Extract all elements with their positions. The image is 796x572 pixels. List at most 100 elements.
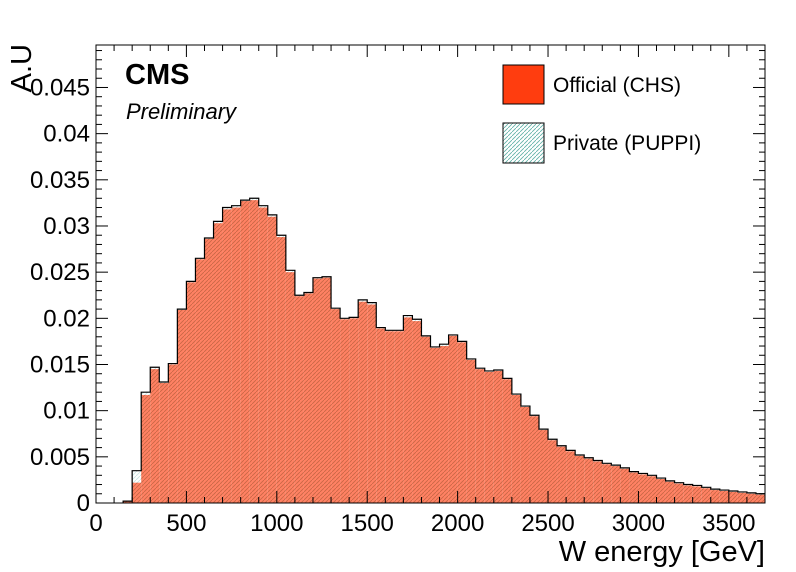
private-bar — [692, 485, 702, 503]
private-bar — [132, 470, 142, 503]
x-tick-label: 1000 — [250, 510, 303, 537]
private-bar — [665, 480, 675, 503]
x-tick-label: 3000 — [612, 510, 665, 537]
private-bar — [484, 370, 494, 503]
private-bar — [602, 463, 612, 503]
private-bar — [593, 460, 603, 503]
private-bar — [285, 270, 295, 503]
private-bar — [150, 367, 160, 503]
private-bar — [448, 334, 458, 503]
private-bar — [331, 308, 341, 503]
y-tick-label: 0.04 — [43, 121, 90, 148]
legend-swatch-private — [502, 122, 545, 164]
private-bar — [294, 295, 304, 503]
axes — [95, 44, 766, 504]
tick-labels: 0 500 1000 1500 2000 2500 3000 3500 0 0.005 0.01 0.… — [30, 74, 756, 537]
private-bar — [466, 358, 476, 503]
private-bar — [511, 394, 521, 503]
x-axis-title: W energy [GeV] — [559, 536, 765, 568]
private-bar — [493, 370, 503, 503]
private-bar — [638, 473, 648, 503]
y-tick-label: 0.02 — [43, 305, 90, 332]
y-axis-title: A.U — [6, 44, 38, 92]
private-bar — [520, 406, 530, 503]
x-tick-label: 3500 — [702, 510, 755, 537]
private-bar — [159, 382, 169, 503]
private-bar — [548, 439, 558, 503]
private-bar — [123, 501, 133, 503]
private-bar — [312, 277, 323, 503]
y-tick-label: 0.045 — [30, 74, 90, 101]
experiment-label: CMS — [125, 59, 189, 91]
private-bar — [349, 317, 359, 503]
private-bar — [177, 309, 187, 503]
private-bar — [566, 450, 576, 503]
private-bar — [430, 346, 440, 503]
private-bar — [213, 221, 223, 503]
private-bar — [249, 198, 259, 503]
private-bar — [674, 482, 684, 503]
private-bar — [746, 492, 756, 503]
legend-label-official: Official (CHS) — [553, 74, 681, 97]
private-bar — [728, 490, 738, 503]
private-bar — [385, 330, 395, 503]
private-bar — [529, 415, 539, 503]
private-bar — [186, 281, 196, 503]
private-bar — [421, 335, 431, 503]
private-bar — [222, 207, 232, 504]
y-tick-label: 0.005 — [30, 444, 90, 471]
private-bar — [358, 299, 368, 503]
y-tick-label: 0.025 — [30, 259, 90, 286]
private-bar — [656, 478, 666, 503]
private-bar — [276, 235, 286, 503]
y-tick-label: 0.015 — [30, 351, 90, 378]
private-bar — [267, 214, 277, 503]
private-bar — [439, 344, 449, 503]
x-tick-label: 0 — [89, 510, 102, 537]
private-bar — [611, 465, 621, 503]
private-bar — [141, 392, 151, 503]
private-bar — [258, 205, 268, 503]
private-bar — [340, 318, 350, 503]
private-bar — [710, 489, 720, 503]
private-bar — [755, 493, 765, 503]
private-outline — [122, 197, 765, 503]
y-tick-label: 0.035 — [30, 167, 90, 194]
private-bar — [502, 378, 512, 503]
private-bar — [204, 237, 214, 503]
private-bar — [584, 457, 594, 503]
private-bar — [629, 471, 639, 503]
legend-label-private: Private (PUPPI) — [553, 132, 701, 155]
private-bar — [367, 302, 377, 503]
status-label: Preliminary — [126, 99, 238, 124]
private-bar — [403, 315, 413, 503]
y-tick-label: 0 — [77, 490, 90, 517]
x-tick-label: 2500 — [521, 510, 574, 537]
private-bar — [538, 429, 549, 503]
private-bar — [231, 205, 241, 503]
private-bar — [701, 487, 711, 503]
private-bar — [303, 292, 313, 503]
private-bar — [683, 484, 693, 503]
private-bar — [457, 341, 467, 503]
private-bar — [322, 276, 332, 503]
plot-frame — [95, 44, 766, 504]
x-tick-label: 2000 — [431, 510, 484, 537]
private-bar — [575, 454, 585, 503]
private-bar — [719, 490, 729, 503]
y-tick-label: 0.01 — [43, 398, 90, 425]
legend: Official (CHS) Private (PUPPI) — [502, 64, 701, 164]
private-bar — [240, 200, 250, 503]
y-tick-label: 0.03 — [43, 213, 90, 240]
private-bar — [557, 445, 567, 503]
private-bar — [620, 467, 630, 503]
histogram-bars — [122, 197, 765, 504]
private-bar — [168, 363, 178, 503]
x-tick-label: 500 — [166, 510, 206, 537]
x-tick-label: 1500 — [341, 510, 394, 537]
legend-swatch-official — [502, 64, 545, 105]
private-bar — [376, 327, 386, 503]
private-bar — [195, 258, 205, 503]
private-bar — [394, 330, 404, 503]
